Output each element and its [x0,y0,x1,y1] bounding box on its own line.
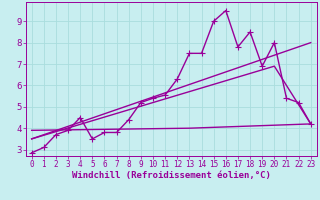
X-axis label: Windchill (Refroidissement éolien,°C): Windchill (Refroidissement éolien,°C) [72,171,271,180]
